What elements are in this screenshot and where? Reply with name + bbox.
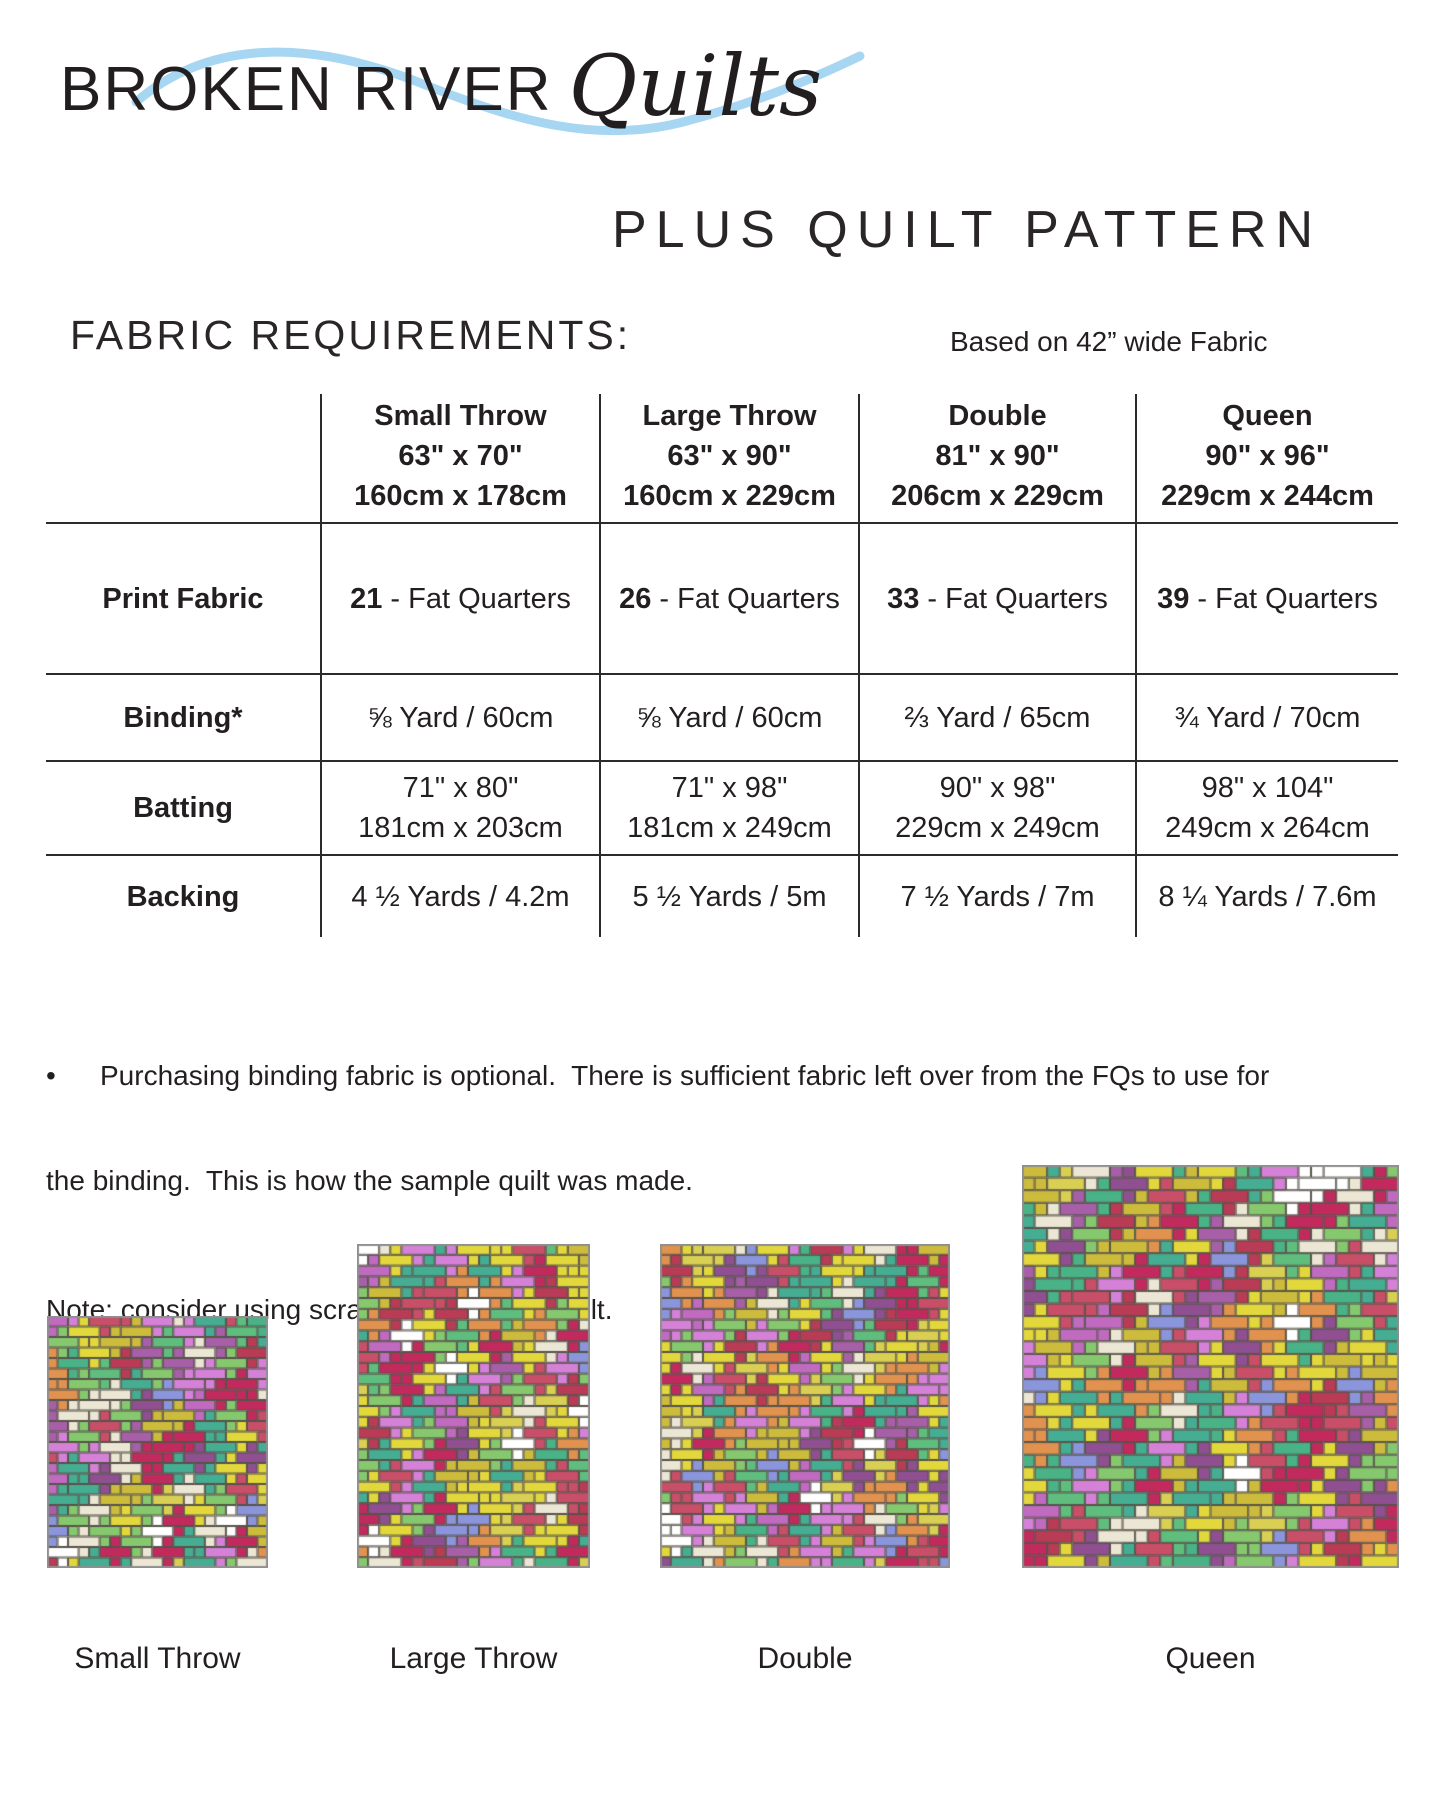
size-inches: 90" x 96" xyxy=(1205,440,1330,472)
backing-double: 7 ½ Yards / 7m xyxy=(858,854,1135,937)
fabric-requirements-table: Small Throw 63" x 70" 160cm x 178cm Larg… xyxy=(46,394,1398,937)
batting-double: 90" x 98" 229cm x 249cm xyxy=(858,760,1135,854)
row-label-batting: Batting xyxy=(46,760,320,854)
backing-large-throw: 5 ½ Yards / 5m xyxy=(599,854,858,937)
binding-large-throw: ⅝ Yard / 60cm xyxy=(599,673,858,760)
quilt-canvas-double xyxy=(660,1244,950,1568)
size-inches: 63" x 70" xyxy=(398,440,523,472)
table-corner-cell xyxy=(46,394,320,522)
backing-queen: 8 ¼ Yards / 7.6m xyxy=(1135,854,1398,937)
column-header-large-throw: Large Throw 63" x 90" 160cm x 229cm xyxy=(599,394,858,522)
size-name: Large Throw xyxy=(642,400,817,432)
binding-note-text1: Purchasing binding fabric is optional. T… xyxy=(100,1060,1270,1091)
quilt-preview-small-throw xyxy=(47,1316,268,1568)
column-header-double: Double 81" x 90" 206cm x 229cm xyxy=(858,394,1135,522)
size-name: Queen xyxy=(1222,400,1313,432)
page-title: PLUS QUILT PATTERN xyxy=(612,201,1323,259)
bullet-marker: • xyxy=(46,1060,56,1091)
quilt-label-double: Double xyxy=(757,1642,853,1675)
size-cm: 160cm x 178cm xyxy=(354,480,567,512)
fabric-requirements-heading: FABRIC REQUIREMENTS: xyxy=(70,312,632,358)
logo-wave-path xyxy=(131,47,865,136)
column-header-queen: Queen 90" x 96" 229cm x 244cm xyxy=(1135,394,1398,522)
batting-large-throw: 71" x 98" 181cm x 249cm xyxy=(599,760,858,854)
row-label-print-fabric: Print Fabric xyxy=(46,522,320,673)
quilt-label-small-throw: Small Throw xyxy=(74,1642,241,1675)
binding-note-text2: the binding. This is how the sample quil… xyxy=(46,1165,693,1196)
size-name: Double xyxy=(948,400,1047,432)
column-header-small-throw: Small Throw 63" x 70" 160cm x 178cm xyxy=(320,394,599,522)
print-fabric-double: 33 - Fat Quarters xyxy=(858,522,1135,673)
size-cm: 229cm x 244cm xyxy=(1161,480,1374,512)
quilt-label-large-throw: Large Throw xyxy=(389,1642,558,1675)
batting-small-throw: 71" x 80" 181cm x 203cm xyxy=(320,760,599,854)
size-name: Small Throw xyxy=(374,400,547,432)
fabric-width-basis: Based on 42” wide Fabric xyxy=(950,326,1268,357)
logo-wave-icon xyxy=(131,47,865,136)
size-inches: 63" x 90" xyxy=(667,440,792,472)
size-cm: 160cm x 229cm xyxy=(623,480,836,512)
notes-block: • Purchasing binding fabric is optional.… xyxy=(46,988,1406,1397)
quilt-canvas-queen xyxy=(1022,1165,1399,1568)
binding-queen: ¾ Yard / 70cm xyxy=(1135,673,1398,760)
binding-small-throw: ⅝ Yard / 60cm xyxy=(320,673,599,760)
brand-name: BROKEN RIVER xyxy=(60,55,553,124)
row-label-binding: Binding* xyxy=(46,673,320,760)
print-fabric-large-throw: 26 - Fat Quarters xyxy=(599,522,858,673)
binding-note-line1: • Purchasing binding fabric is optional.… xyxy=(46,1058,1406,1093)
row-label-backing: Backing xyxy=(46,854,320,937)
quilt-label-queen: Queen xyxy=(1165,1642,1256,1675)
quilt-preview-queen xyxy=(1022,1165,1399,1568)
quilt-preview-large-throw xyxy=(357,1244,590,1568)
backing-small-throw: 4 ½ Yards / 4.2m xyxy=(320,854,599,937)
brand-script-word: Quilts xyxy=(568,37,823,135)
size-inches: 81" x 90" xyxy=(935,440,1060,472)
quilt-canvas-large-throw xyxy=(357,1244,590,1568)
size-cm: 206cm x 229cm xyxy=(891,480,1104,512)
batting-queen: 98" x 104" 249cm x 264cm xyxy=(1135,760,1398,854)
brand-logo: BROKEN RIVER Quilts xyxy=(60,37,822,140)
print-fabric-queen: 39 - Fat Quarters xyxy=(1135,522,1398,673)
quilt-canvas-small-throw xyxy=(47,1316,268,1568)
print-fabric-small-throw: 21 - Fat Quarters xyxy=(320,522,599,673)
binding-double: ⅔ Yard / 65cm xyxy=(858,673,1135,760)
quilt-preview-double xyxy=(660,1244,950,1568)
